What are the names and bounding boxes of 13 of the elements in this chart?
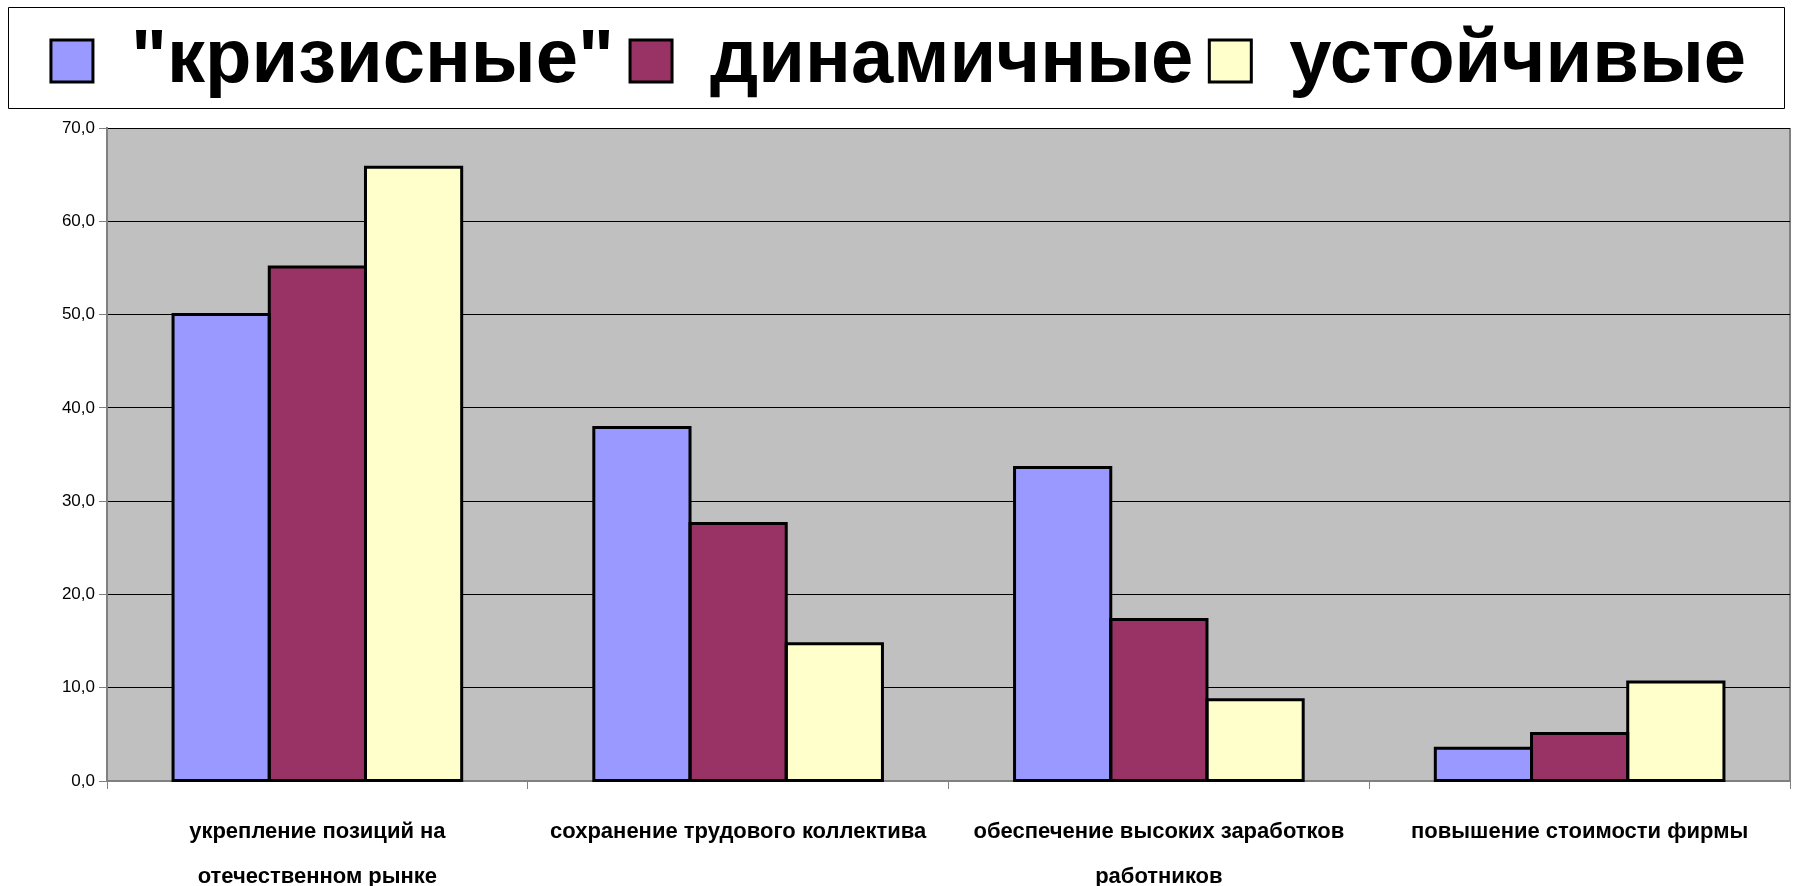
legend-label: "кризисные" — [130, 12, 615, 98]
y-tick-label: 50,0 — [61, 304, 95, 324]
y-tick-label: 10,0 — [61, 677, 95, 697]
y-tick-label: 40,0 — [61, 397, 95, 417]
y-tick-label: 30,0 — [61, 490, 95, 510]
y-tick-label: 20,0 — [61, 584, 95, 604]
legend-label: динамичные — [710, 12, 1194, 98]
x-tick-label: повышение стоимости фирмы — [1411, 817, 1749, 843]
y-tick-label: 70,0 — [61, 117, 95, 137]
legend-label: устойчивые — [1289, 12, 1747, 98]
y-tick-label: 60,0 — [61, 210, 95, 230]
x-tick-label: сохранение трудового коллектива — [550, 817, 927, 843]
y-tick-label: 0,0 — [71, 770, 95, 790]
